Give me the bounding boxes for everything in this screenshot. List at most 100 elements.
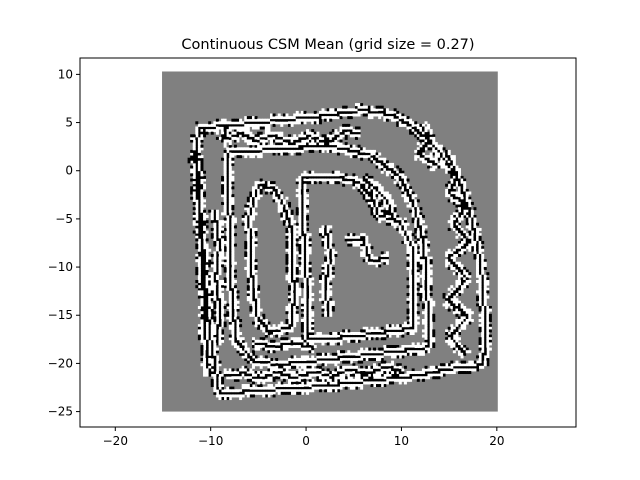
free-cell (288, 251, 291, 254)
free-cell (466, 215, 469, 218)
occupied-cell (484, 345, 487, 348)
occupied-cell (365, 189, 368, 192)
free-cell (301, 264, 304, 267)
occupied-cell (463, 275, 466, 278)
free-cell (355, 340, 358, 343)
free-cell (231, 267, 234, 270)
free-cell (479, 361, 482, 364)
occupied-cell (252, 298, 255, 301)
free-cell (206, 259, 209, 262)
occupied-cell (249, 389, 252, 392)
occupied-cell (383, 166, 386, 169)
free-cell (244, 348, 247, 351)
free-cell (417, 345, 420, 348)
occupied-cell (425, 296, 428, 299)
occupied-cell (283, 374, 286, 377)
free-cell (407, 205, 410, 208)
occupied-cell (378, 202, 381, 205)
free-cell (200, 340, 203, 343)
free-cell (224, 397, 227, 400)
occupied-cell (231, 374, 234, 377)
free-cell (430, 322, 433, 325)
free-cell (327, 119, 330, 122)
free-cell (471, 361, 474, 364)
occupied-cell (288, 298, 291, 301)
free-cell (309, 296, 312, 299)
free-cell (273, 145, 276, 148)
free-cell (481, 267, 484, 270)
occupied-cell (383, 350, 386, 353)
free-cell (347, 332, 350, 335)
free-cell (247, 147, 250, 150)
occupied-cell (208, 335, 211, 338)
occupied-cell (249, 249, 252, 252)
free-cell (291, 329, 294, 332)
free-cell (203, 355, 206, 358)
free-cell (306, 262, 309, 265)
occupied-cell (419, 132, 422, 135)
free-cell (234, 309, 237, 312)
occupied-cell (453, 223, 456, 226)
occupied-cell (463, 197, 466, 200)
occupied-cell (417, 270, 420, 273)
free-cell (365, 329, 368, 332)
free-cell (430, 337, 433, 340)
free-cell (239, 350, 242, 353)
free-cell (316, 335, 319, 338)
free-cell (316, 134, 319, 137)
occupied-cell (291, 387, 294, 390)
free-cell (404, 176, 407, 179)
occupied-cell (203, 176, 206, 179)
occupied-cell (247, 215, 250, 218)
occupied-cell (301, 197, 304, 200)
free-cell (425, 246, 428, 249)
occupied-cell (203, 129, 206, 132)
occupied-cell (417, 129, 420, 132)
occupied-cell (229, 215, 232, 218)
occupied-cell (226, 171, 229, 174)
occupied-cell (203, 251, 206, 254)
free-cell (322, 342, 325, 345)
occupied-cell (334, 145, 337, 148)
occupied-cell (309, 238, 312, 241)
free-cell (322, 371, 325, 374)
occupied-cell (455, 228, 458, 231)
free-cell (388, 116, 391, 119)
free-cell (231, 272, 234, 275)
free-cell (278, 150, 281, 153)
occupied-cell (394, 371, 397, 374)
free-cell (265, 358, 268, 361)
occupied-cell (200, 168, 203, 171)
free-cell (296, 316, 299, 319)
occupied-cell (229, 387, 232, 390)
free-cell (283, 215, 286, 218)
free-cell (419, 345, 422, 348)
occupied-cell (247, 197, 250, 200)
free-cell (414, 249, 417, 252)
free-cell (283, 218, 286, 221)
occupied-cell (195, 197, 198, 200)
free-cell (257, 194, 260, 197)
occupied-cell (383, 210, 386, 213)
free-cell (252, 153, 255, 156)
occupied-cell (388, 212, 391, 215)
free-cell (203, 225, 206, 228)
occupied-cell (229, 259, 232, 262)
free-cell (208, 277, 211, 280)
free-cell (412, 371, 415, 374)
free-cell (355, 113, 358, 116)
free-cell (458, 218, 461, 221)
free-cell (466, 280, 469, 283)
occupied-cell (368, 108, 371, 111)
occupied-cell (252, 202, 255, 205)
free-cell (419, 251, 422, 254)
occupied-cell (273, 199, 276, 202)
free-cell (301, 358, 304, 361)
free-cell (208, 290, 211, 293)
free-cell (293, 137, 296, 140)
free-cell (355, 376, 358, 379)
occupied-cell (198, 218, 201, 221)
free-cell (285, 371, 288, 374)
free-cell (309, 368, 312, 371)
free-cell (288, 366, 291, 369)
